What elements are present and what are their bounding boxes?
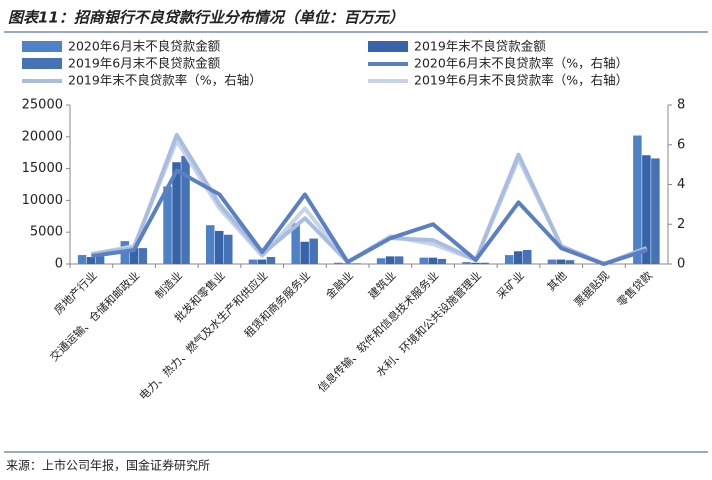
- line: [91, 168, 648, 266]
- x-tick-label: 其他: [545, 269, 570, 294]
- bar: [224, 234, 233, 264]
- bar: [651, 158, 660, 264]
- bar: [129, 248, 139, 264]
- bar: [334, 262, 343, 264]
- bar: [206, 225, 215, 264]
- bar: [419, 257, 429, 264]
- bar: [642, 155, 651, 264]
- y-tick-label: 15000: [22, 161, 63, 176]
- bar: [514, 251, 523, 264]
- bar: [394, 256, 404, 264]
- bar: [556, 259, 566, 264]
- y2-tick-label: 6: [677, 137, 685, 152]
- bar: [565, 260, 575, 264]
- y-tick-label: 0: [55, 257, 63, 272]
- y-tick-label: 10000: [22, 193, 63, 208]
- bar: [471, 262, 480, 264]
- y2-tick-label: 0: [677, 257, 685, 272]
- bar: [95, 256, 105, 264]
- legend-label: 2019年6月末不良贷款率（%，右轴）: [414, 73, 628, 88]
- bar: [138, 248, 148, 264]
- bar: [633, 135, 642, 264]
- y2-tick-label: 2: [677, 217, 685, 232]
- bar: [523, 250, 532, 264]
- y2-tick-label: 4: [677, 177, 685, 192]
- y-tick-label: 20000: [22, 129, 63, 144]
- legend-label: 2020年6月末不良贷款金额: [68, 39, 221, 54]
- legend-label: 2020年6月末不良贷款率（%，右轴）: [414, 56, 628, 71]
- x-tick-label: 采矿业: [494, 269, 527, 302]
- bar: [257, 259, 267, 264]
- bar: [376, 258, 386, 264]
- bar: [300, 241, 309, 264]
- bar: [480, 262, 489, 264]
- legend-swatch: [22, 41, 62, 52]
- chart-title: 图表11：招商银行不良贷款行业分布情况（单位：百万元）: [8, 9, 404, 27]
- x-tick-label: 建筑业: [365, 268, 398, 301]
- bar: [385, 256, 395, 264]
- bar: [215, 230, 224, 264]
- x-tick-label: 零售贷款: [614, 268, 655, 309]
- bar: [181, 155, 190, 264]
- bar: [266, 257, 276, 264]
- bar: [163, 186, 172, 264]
- bar: [428, 257, 438, 264]
- source: 来源：上市公司年报，国金证券研究所: [6, 458, 210, 473]
- x-tick-label: 票据贴现: [571, 268, 612, 309]
- bar: [462, 262, 471, 264]
- bar: [547, 259, 557, 264]
- legend-swatch: [368, 41, 408, 52]
- bar: [172, 162, 181, 264]
- bar: [437, 258, 447, 264]
- bar: [77, 255, 87, 264]
- bar: [352, 263, 361, 264]
- legend-label: 2019年末不良贷款金额: [414, 39, 546, 54]
- legend-label: 2019年末不良贷款率（%，右轴）: [68, 73, 262, 88]
- y-tick-label: 25000: [22, 98, 63, 113]
- y2-tick-label: 8: [677, 98, 685, 113]
- x-tick-label: 制造业: [152, 268, 185, 301]
- bar: [248, 259, 258, 264]
- bar: [291, 223, 300, 264]
- legend-swatch: [22, 58, 62, 69]
- bar: [86, 257, 96, 264]
- legend-label: 2019年6月末不良贷款金额: [68, 56, 221, 71]
- bar: [309, 238, 318, 264]
- bar: [505, 255, 514, 264]
- x-tick-label: 金融业: [323, 268, 356, 301]
- y-tick-label: 5000: [30, 225, 63, 240]
